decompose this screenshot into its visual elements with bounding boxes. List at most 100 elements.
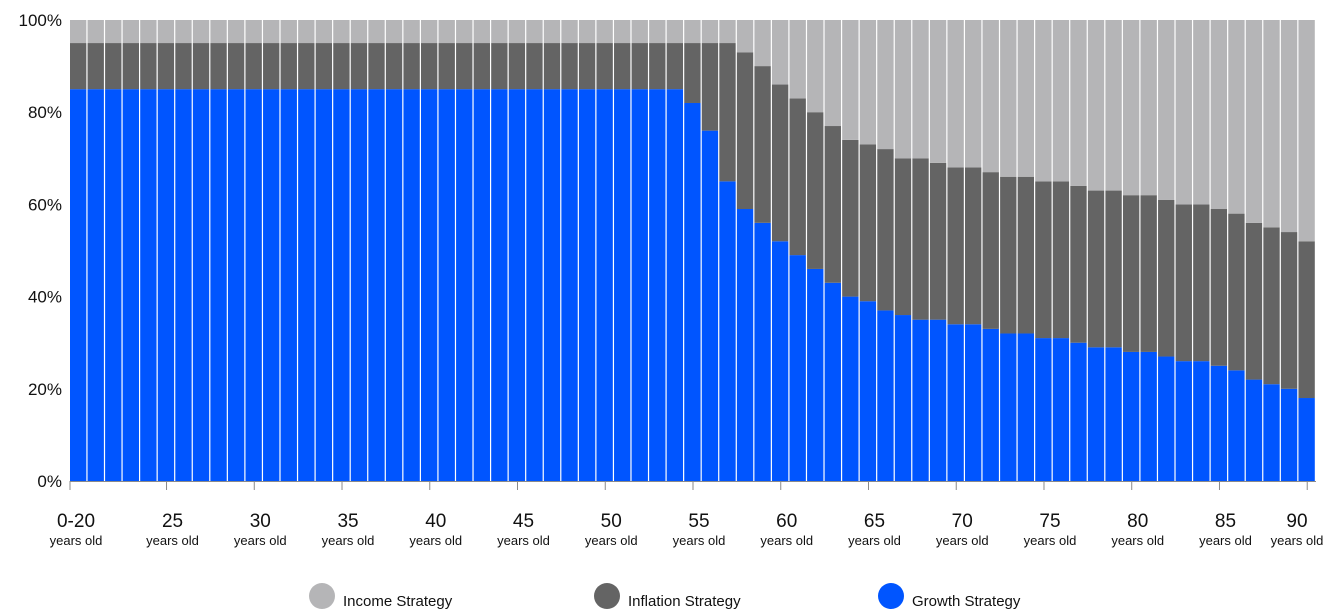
bar-segment-inflation-strategy — [1193, 204, 1210, 362]
bar-segment-inflation-strategy — [227, 43, 245, 90]
bar-segment-inflation-strategy — [1175, 204, 1192, 362]
growth-swatch-icon — [878, 583, 904, 609]
bar-segment-income-strategy — [736, 20, 754, 53]
bar-segment-income-strategy — [526, 20, 543, 44]
bar-segment-income-strategy — [754, 20, 771, 67]
bar-segment-income-strategy — [701, 20, 719, 44]
bar-segment-growth-strategy — [578, 89, 596, 482]
bar-segment-income-strategy — [543, 20, 561, 44]
bar-segment-income-strategy — [1105, 20, 1122, 191]
bar-segment-inflation-strategy — [526, 43, 543, 90]
bar-segment-growth-strategy — [1087, 347, 1105, 481]
bar-segment-growth-strategy — [491, 89, 508, 482]
bar-segment-growth-strategy — [789, 255, 806, 481]
bar-segment-inflation-strategy — [105, 43, 122, 90]
bar-segment-growth-strategy — [175, 89, 192, 482]
bar-segment-growth-strategy — [385, 89, 403, 482]
bar-segment-growth-strategy — [649, 89, 666, 482]
bar-segment-inflation-strategy — [1280, 232, 1298, 389]
bar-segment-income-strategy — [473, 20, 490, 44]
bar-segment-inflation-strategy — [420, 43, 438, 90]
bar-segment-inflation-strategy — [965, 167, 982, 325]
bar-segment-growth-strategy — [631, 89, 648, 482]
bar-segment-growth-strategy — [122, 89, 139, 482]
y-tick-label: 60% — [28, 195, 62, 214]
bar-segment-growth-strategy — [140, 89, 157, 482]
x-tick-sublabel: years old — [848, 533, 901, 548]
bar-segment-growth-strategy — [684, 102, 701, 481]
bar-segment-growth-strategy — [456, 89, 473, 482]
bar-segment-growth-strategy — [929, 319, 947, 481]
bar-segment-income-strategy — [122, 20, 139, 44]
bar-segment-growth-strategy — [543, 89, 561, 482]
bar-segment-income-strategy — [649, 20, 666, 44]
bar-segment-inflation-strategy — [368, 43, 385, 90]
bar-segment-income-strategy — [333, 20, 350, 44]
bar-segment-growth-strategy — [368, 89, 385, 482]
x-tick-sublabel: years old — [585, 533, 638, 548]
bar-segment-income-strategy — [456, 20, 473, 44]
bar-segment-growth-strategy — [1210, 365, 1228, 481]
bar-segment-income-strategy — [807, 20, 824, 113]
bar-segment-inflation-strategy — [561, 43, 578, 90]
bar-segment-growth-strategy — [947, 324, 964, 481]
x-tick-label: 55 — [688, 511, 709, 532]
bar-segment-income-strategy — [245, 20, 262, 44]
y-tick-label: 80% — [28, 103, 62, 122]
bar-segment-inflation-strategy — [543, 43, 561, 90]
bar-segment-growth-strategy — [1175, 361, 1192, 481]
bar-segment-income-strategy — [684, 20, 701, 44]
bar-segment-income-strategy — [298, 20, 315, 44]
bar-segment-growth-strategy — [894, 315, 912, 481]
bar-segment-growth-strategy — [1052, 338, 1070, 481]
bar-segment-growth-strategy — [508, 89, 526, 482]
x-tick-sublabel: years old — [1024, 533, 1077, 548]
bar-segment-inflation-strategy — [842, 139, 859, 297]
x-tick-label: 45 — [513, 511, 534, 532]
bar-segment-inflation-strategy — [1158, 199, 1175, 357]
bar-segment-growth-strategy — [298, 89, 315, 482]
bar-segment-income-strategy — [982, 20, 999, 173]
bar-segment-income-strategy — [1035, 20, 1052, 182]
bar-segment-growth-strategy — [403, 89, 420, 482]
bar-segment-inflation-strategy — [912, 158, 929, 320]
bar-segment-inflation-strategy — [456, 43, 473, 90]
bars — [70, 20, 1315, 482]
legend-label-inflation: Inflation Strategy — [628, 593, 741, 610]
bar-segment-inflation-strategy — [649, 43, 666, 90]
bar-segment-inflation-strategy — [403, 43, 420, 90]
bar-segment-inflation-strategy — [1210, 209, 1228, 366]
bar-segment-income-strategy — [1245, 20, 1263, 223]
x-tick-sublabel: years old — [409, 533, 462, 548]
bar-segment-inflation-strategy — [666, 43, 684, 90]
bar-segment-income-strategy — [420, 20, 438, 44]
bar-segment-growth-strategy — [719, 181, 736, 481]
x-tick-sublabel: years old — [50, 533, 103, 548]
bar-segment-inflation-strategy — [771, 84, 789, 242]
bar-segment-income-strategy — [1087, 20, 1105, 191]
bar-segment-growth-strategy — [1193, 361, 1210, 481]
bar-segment-growth-strategy — [473, 89, 490, 482]
bar-segment-growth-strategy — [87, 89, 104, 482]
bar-segment-income-strategy — [894, 20, 912, 159]
bar-segment-inflation-strategy — [280, 43, 297, 90]
bar-segment-income-strategy — [70, 20, 87, 44]
bar-segment-growth-strategy — [105, 89, 122, 482]
bar-segment-growth-strategy — [192, 89, 210, 482]
bar-segment-inflation-strategy — [491, 43, 508, 90]
bar-segment-inflation-strategy — [877, 149, 894, 311]
bar-segment-growth-strategy — [614, 89, 631, 482]
bar-segment-inflation-strategy — [263, 43, 280, 90]
bar-segment-growth-strategy — [1158, 356, 1175, 481]
bar-segment-inflation-strategy — [385, 43, 403, 90]
bar-segment-inflation-strategy — [824, 126, 841, 283]
bar-segment-inflation-strategy — [157, 43, 175, 90]
bar-segment-inflation-strategy — [1228, 213, 1245, 371]
bar-segment-growth-strategy — [263, 89, 280, 482]
bar-segment-income-strategy — [965, 20, 982, 168]
x-tick-sublabel: years old — [322, 533, 375, 548]
y-axis-labels: 0% 20% 40% 60% 80% 100% — [19, 11, 62, 491]
bar-segment-inflation-strategy — [736, 52, 754, 210]
